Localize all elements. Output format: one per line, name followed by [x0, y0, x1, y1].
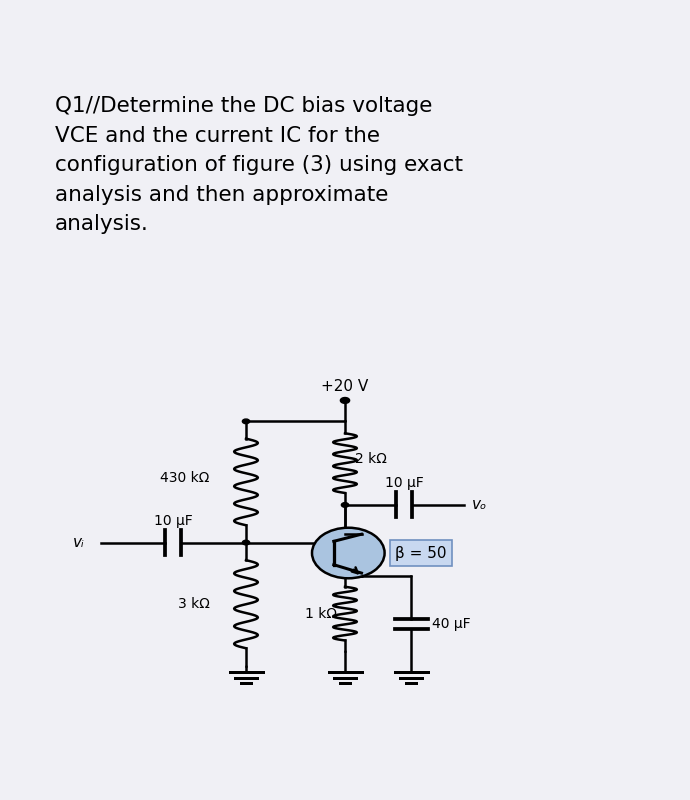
- Text: 3 kΩ: 3 kΩ: [178, 598, 210, 611]
- Text: +20 V: +20 V: [322, 379, 368, 394]
- Text: 430 kΩ: 430 kΩ: [160, 470, 210, 485]
- Circle shape: [242, 419, 250, 424]
- Text: 40 μF: 40 μF: [432, 617, 471, 631]
- Circle shape: [340, 398, 350, 403]
- Text: vₒ: vₒ: [472, 498, 487, 513]
- Text: 10 μF: 10 μF: [154, 514, 193, 528]
- Circle shape: [342, 502, 348, 507]
- Text: vᵢ: vᵢ: [72, 535, 84, 550]
- Circle shape: [342, 574, 348, 578]
- Text: 1 kΩ: 1 kΩ: [305, 606, 337, 621]
- Text: 10 μF: 10 μF: [385, 476, 424, 490]
- Text: 2 kΩ: 2 kΩ: [355, 452, 387, 466]
- Ellipse shape: [312, 528, 384, 578]
- Circle shape: [242, 540, 250, 545]
- Text: Q1//Determine the DC bias voltage
VCE and the current IC for the
configuration o: Q1//Determine the DC bias voltage VCE an…: [55, 96, 463, 234]
- Text: β = 50: β = 50: [395, 546, 446, 561]
